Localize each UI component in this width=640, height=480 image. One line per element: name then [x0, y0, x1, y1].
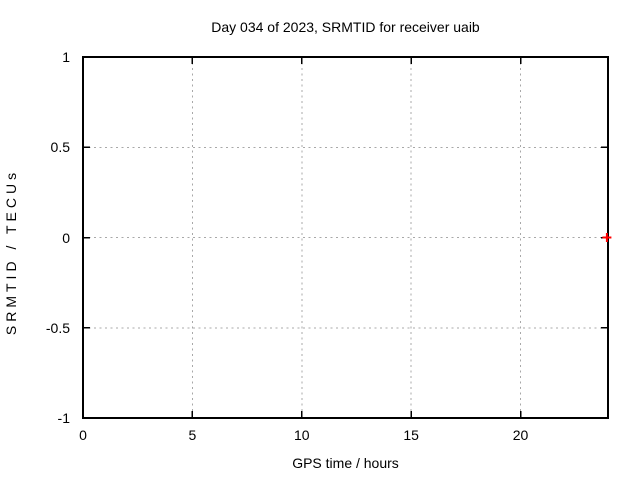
y-tick-label: -1: [57, 410, 70, 426]
chart-title: Day 034 of 2023, SRMTID for receiver uai…: [211, 19, 480, 35]
x-tick-label: 15: [403, 427, 419, 443]
x-tick-label: 10: [293, 427, 310, 443]
y-tick-label: -0.5: [45, 319, 70, 336]
y-tick-label: 0.5: [50, 139, 70, 156]
y-tick-label: 0: [62, 229, 70, 246]
y-axis-label: SRMTID / TECUs: [3, 168, 19, 336]
x-tick-label: 20: [512, 427, 529, 443]
x-axis-label: GPS time / hours: [292, 455, 399, 471]
x-tick-label: 5: [188, 427, 197, 443]
y-tick-label: 1: [62, 49, 70, 65]
x-tick-label: 0: [79, 427, 87, 443]
